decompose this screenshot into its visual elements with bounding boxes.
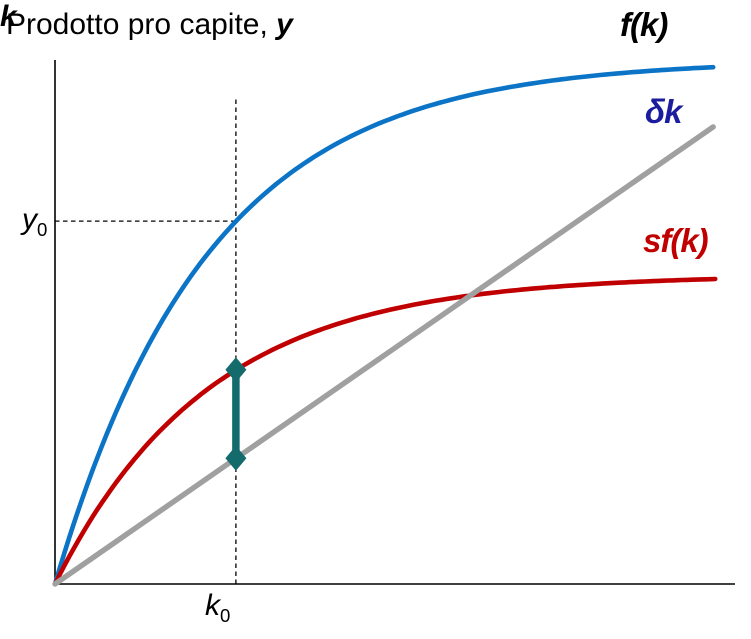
y-axis-title: Prodotto pro capite, y xyxy=(6,8,293,42)
axes xyxy=(54,60,735,585)
f-of-k-curve-label: f(k) xyxy=(620,6,668,43)
k0-tick-label: k0 xyxy=(205,589,231,626)
sf-of-k-curve-label: sf(k) xyxy=(643,222,709,259)
gap-arrow-head-bottom xyxy=(225,445,247,471)
y-axis-title-text: Prodotto pro capite, xyxy=(6,8,277,41)
k0-base: k xyxy=(205,589,220,622)
y0-base: y xyxy=(22,203,37,236)
curves xyxy=(52,64,718,587)
y0-tick-label: y0 xyxy=(22,203,48,240)
saving-function-curve xyxy=(52,276,718,587)
delta-k-line-label: δk xyxy=(645,93,682,130)
dashed-guides xyxy=(55,96,237,584)
k0-subscript: 0 xyxy=(220,605,231,626)
y-axis-title-variable: y xyxy=(276,8,293,41)
gap-arrow xyxy=(225,357,247,471)
production-function-curve xyxy=(52,64,716,587)
gap-arrow-head-top xyxy=(225,357,247,383)
y0-subscript: 0 xyxy=(37,219,48,240)
x-axis-title: k xyxy=(0,0,17,33)
depreciation-line-curve xyxy=(52,124,716,587)
